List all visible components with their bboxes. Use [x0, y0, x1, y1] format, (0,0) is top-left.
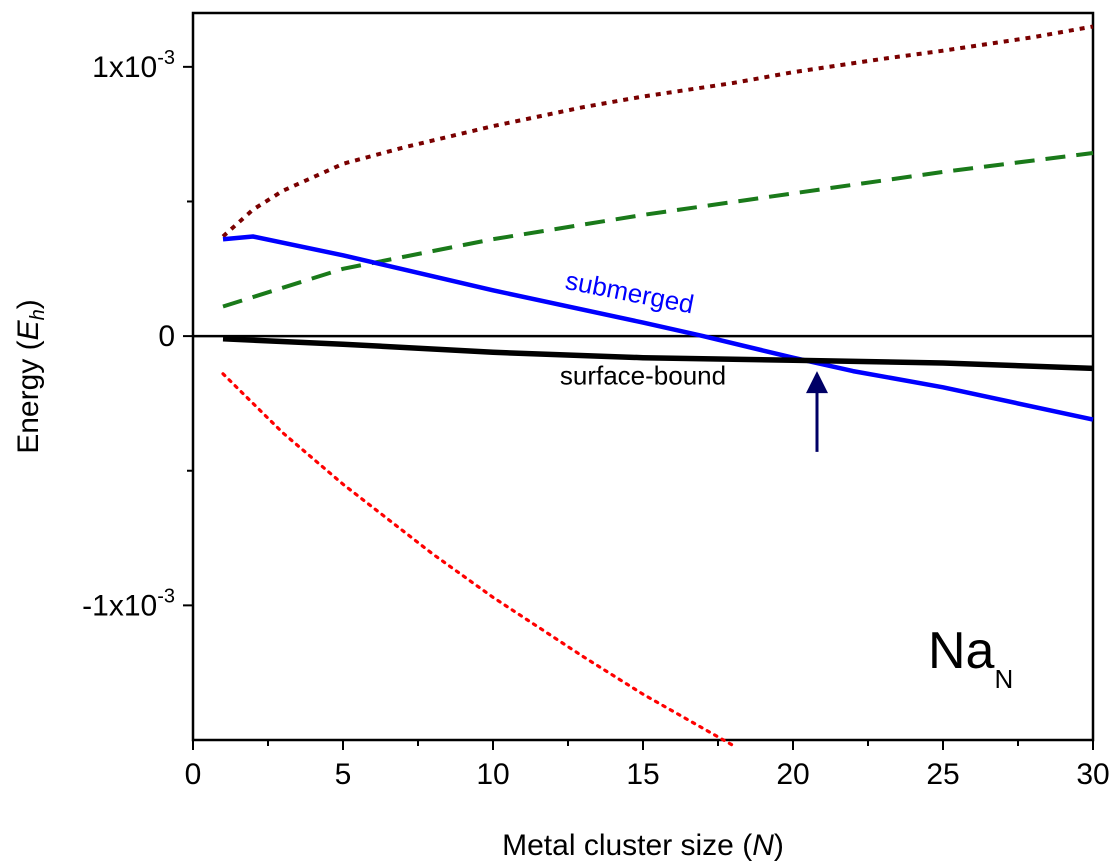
y-tick-label: 0 — [158, 320, 175, 353]
x-axis-title: Metal cluster size (N) — [502, 829, 784, 862]
x-tick-label: 30 — [1076, 758, 1109, 791]
series-line-1 — [221, 24, 1094, 238]
y-tick-label-base: 1x10 — [92, 51, 157, 84]
y-tick-label: -1x10-3 — [82, 585, 175, 622]
x-tick-label: 0 — [185, 758, 202, 791]
y-tick-label-exp: -3 — [157, 47, 175, 69]
system-label-base: Na — [928, 622, 995, 680]
x-tick-label: 20 — [776, 758, 809, 791]
x-axis-title-var: N — [752, 829, 774, 862]
annotation-label-2: surface-bound — [560, 361, 726, 391]
arrow-head — [806, 371, 828, 394]
y-axis-title-var: E — [12, 319, 45, 340]
x-axis-title-suffix: ) — [774, 829, 784, 862]
y-axis-title-prefix: Energy ( — [12, 340, 45, 453]
series-line-5 — [221, 372, 735, 748]
y-axis-title-suffix: ) — [12, 299, 45, 309]
y-axis-title-sub: h — [27, 309, 49, 320]
series-group — [221, 24, 1094, 748]
y-tick-label: 1x10-3 — [92, 47, 175, 84]
x-tick-label: 15 — [626, 758, 659, 791]
x-tick-label: 10 — [476, 758, 509, 791]
y-tick-label-base: 0 — [158, 320, 175, 353]
x-tick-label: 5 — [335, 758, 352, 791]
series-line-2 — [222, 151, 1094, 309]
y-tick-label-exp: -3 — [157, 585, 175, 607]
y-tick-label-base: -1x10 — [82, 589, 157, 622]
y-axis-title: Energy (Eh) — [12, 299, 49, 454]
system-label: NaN — [928, 622, 1013, 694]
x-axis-title-prefix: Metal cluster size ( — [502, 829, 752, 862]
series-line-4 — [222, 336, 1094, 372]
x-tick-label: 25 — [926, 758, 959, 791]
labels-group: Metal cluster size (N)Energy (Eh)NaN — [12, 299, 1013, 862]
system-label-sub: N — [994, 664, 1013, 694]
series-line-3 — [222, 234, 1094, 422]
